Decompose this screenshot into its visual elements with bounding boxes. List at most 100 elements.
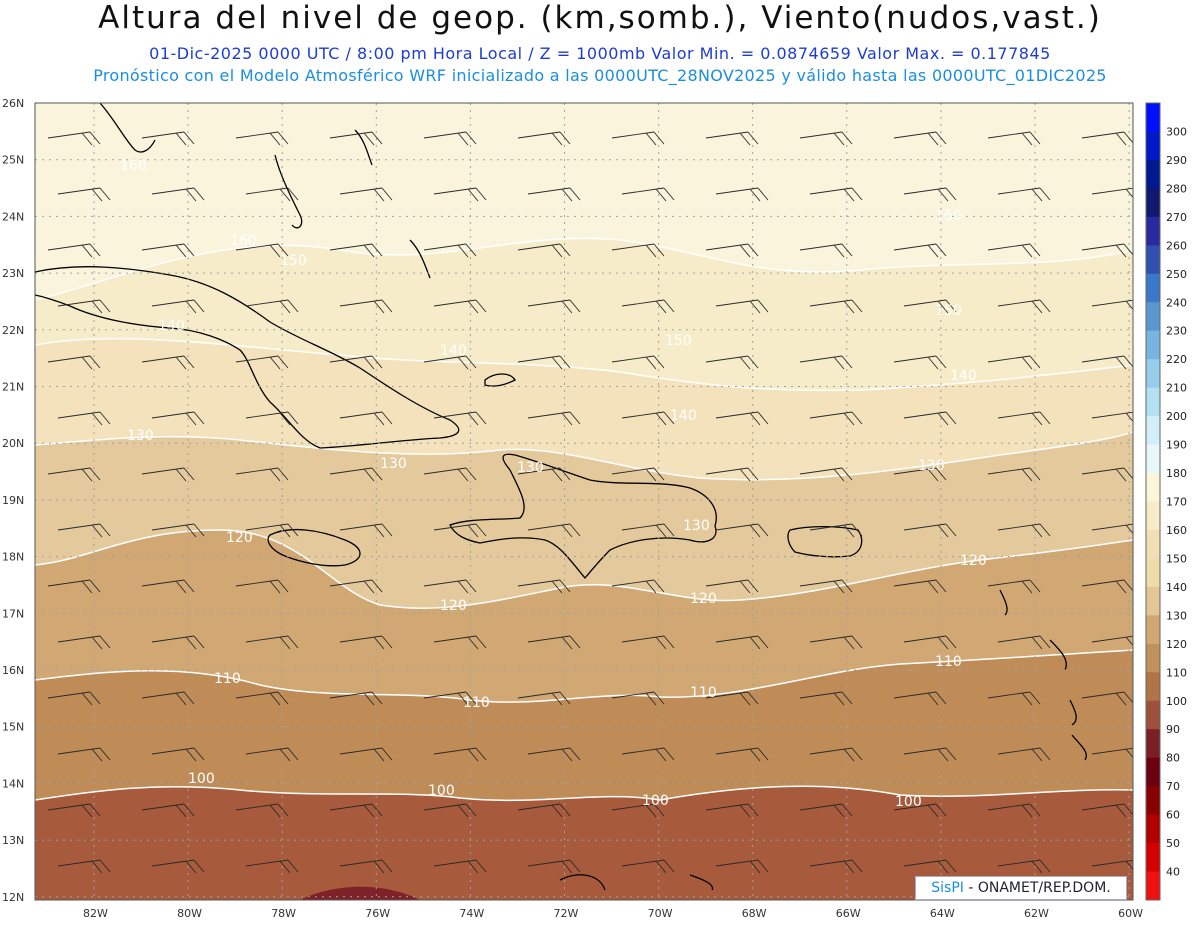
wind-barb <box>141 355 195 370</box>
wind-barb <box>1081 243 1133 258</box>
contour-label: 150 <box>935 303 962 319</box>
contour-lines <box>35 237 1133 802</box>
wind-barb <box>141 243 195 258</box>
contour-label: 160 <box>230 233 257 249</box>
wind-barb <box>339 635 393 650</box>
wind-barb <box>997 299 1051 314</box>
colorbar-label: 80 <box>1166 752 1180 765</box>
wind-barb <box>1091 299 1133 311</box>
wind-barb <box>245 523 299 538</box>
wind-barb <box>339 411 393 426</box>
wind-barb <box>611 691 665 706</box>
lon-label: 76W <box>365 907 390 920</box>
wind-barb <box>809 523 863 538</box>
wind-barb <box>433 523 487 538</box>
wind-barb <box>527 187 581 202</box>
contour-label: 120 <box>690 591 717 607</box>
colorbar-swatch <box>1146 302 1160 332</box>
wind-barb <box>621 859 675 874</box>
wind-barb <box>329 131 383 146</box>
lon-label: 80W <box>177 907 202 920</box>
wind-barb <box>1081 467 1133 482</box>
wind-barb <box>705 243 759 258</box>
lat-label: 20N <box>2 437 24 450</box>
wind-barb <box>611 803 665 818</box>
wind-barb <box>799 131 853 146</box>
colorbar-swatch <box>1146 131 1160 161</box>
wind-barb <box>245 859 299 874</box>
wind-barb <box>423 691 477 706</box>
colorbar-label: 240 <box>1166 296 1187 309</box>
contour-label: 150 <box>280 253 307 269</box>
lat-label: 17N <box>2 607 24 620</box>
wind-barb <box>987 131 1041 146</box>
colorbar-swatch <box>1146 843 1160 873</box>
wind-barb <box>151 859 205 874</box>
lat-label: 12N <box>2 891 24 904</box>
lat-label: 13N <box>2 834 24 847</box>
wind-barb <box>235 467 289 482</box>
wind-barb <box>611 131 665 146</box>
wind-barb <box>903 635 957 650</box>
wind-barb <box>433 187 487 202</box>
contour-label: 110 <box>214 671 241 687</box>
wind-barb <box>611 579 665 594</box>
lon-label: 82W <box>83 907 108 920</box>
wind-barb <box>245 635 299 650</box>
wind-barb <box>151 523 205 538</box>
graticule <box>35 103 1133 900</box>
wind-barb <box>809 187 863 202</box>
lon-label: 68W <box>742 907 767 920</box>
band-90-100 <box>35 786 1133 900</box>
contour-label: 120 <box>226 530 253 546</box>
wind-barb <box>903 411 957 426</box>
wind-barb <box>141 131 195 146</box>
colorbar-swatch <box>1146 501 1160 531</box>
wind-barb <box>799 579 853 594</box>
colorbar-swatch <box>1146 814 1160 844</box>
coast-florida <box>99 103 156 153</box>
wind-barb <box>705 691 759 706</box>
wind-barb <box>47 803 101 818</box>
colorbar-label: 160 <box>1166 524 1187 537</box>
wind-barb <box>893 803 947 818</box>
wind-barb <box>997 187 1051 202</box>
map-subtitle: 01-Dic-2025 0000 UTC / 8:00 pm Hora Loca… <box>149 44 1051 63</box>
wind-barb <box>903 859 957 874</box>
wind-barb <box>903 299 957 314</box>
colorbar-label: 200 <box>1166 410 1187 423</box>
wind-barb <box>1081 579 1133 594</box>
contour-label: 130 <box>517 460 544 476</box>
wind-barb <box>235 131 289 146</box>
wind-barb <box>57 635 111 650</box>
coast-jamaica <box>267 528 361 567</box>
contour-label: 140 <box>670 408 697 424</box>
wind-barb <box>517 467 571 482</box>
wind-barb <box>339 859 393 874</box>
contour-label: 140 <box>440 343 467 359</box>
wind-barb <box>893 467 947 482</box>
wind-barb <box>245 747 299 762</box>
lat-label: 19N <box>2 494 24 507</box>
wind-barb <box>1081 691 1133 706</box>
wind-barb <box>705 355 759 370</box>
wind-barb <box>57 747 111 762</box>
wind-barb <box>1091 523 1133 535</box>
colorbar-label: 120 <box>1166 638 1187 651</box>
lat-label: 23N <box>2 267 24 280</box>
wind-barb <box>809 299 863 314</box>
wind-barb <box>1091 747 1133 759</box>
wind-barb <box>47 131 101 146</box>
wind-barb <box>809 747 863 762</box>
wind-barb <box>893 243 947 258</box>
contour-labels: 160 160 160 150 150 150 140 140 140 140 … <box>120 158 987 810</box>
colorbar-swatch <box>1146 416 1160 446</box>
wind-barb <box>245 299 299 314</box>
wind-barb <box>151 411 205 426</box>
wind-barb <box>893 355 947 370</box>
lat-label: 15N <box>2 721 24 734</box>
colorbar-swatch <box>1146 586 1160 616</box>
contour-label: 100 <box>642 793 669 809</box>
lat-label: 25N <box>2 154 24 167</box>
wind-barb <box>433 411 487 426</box>
